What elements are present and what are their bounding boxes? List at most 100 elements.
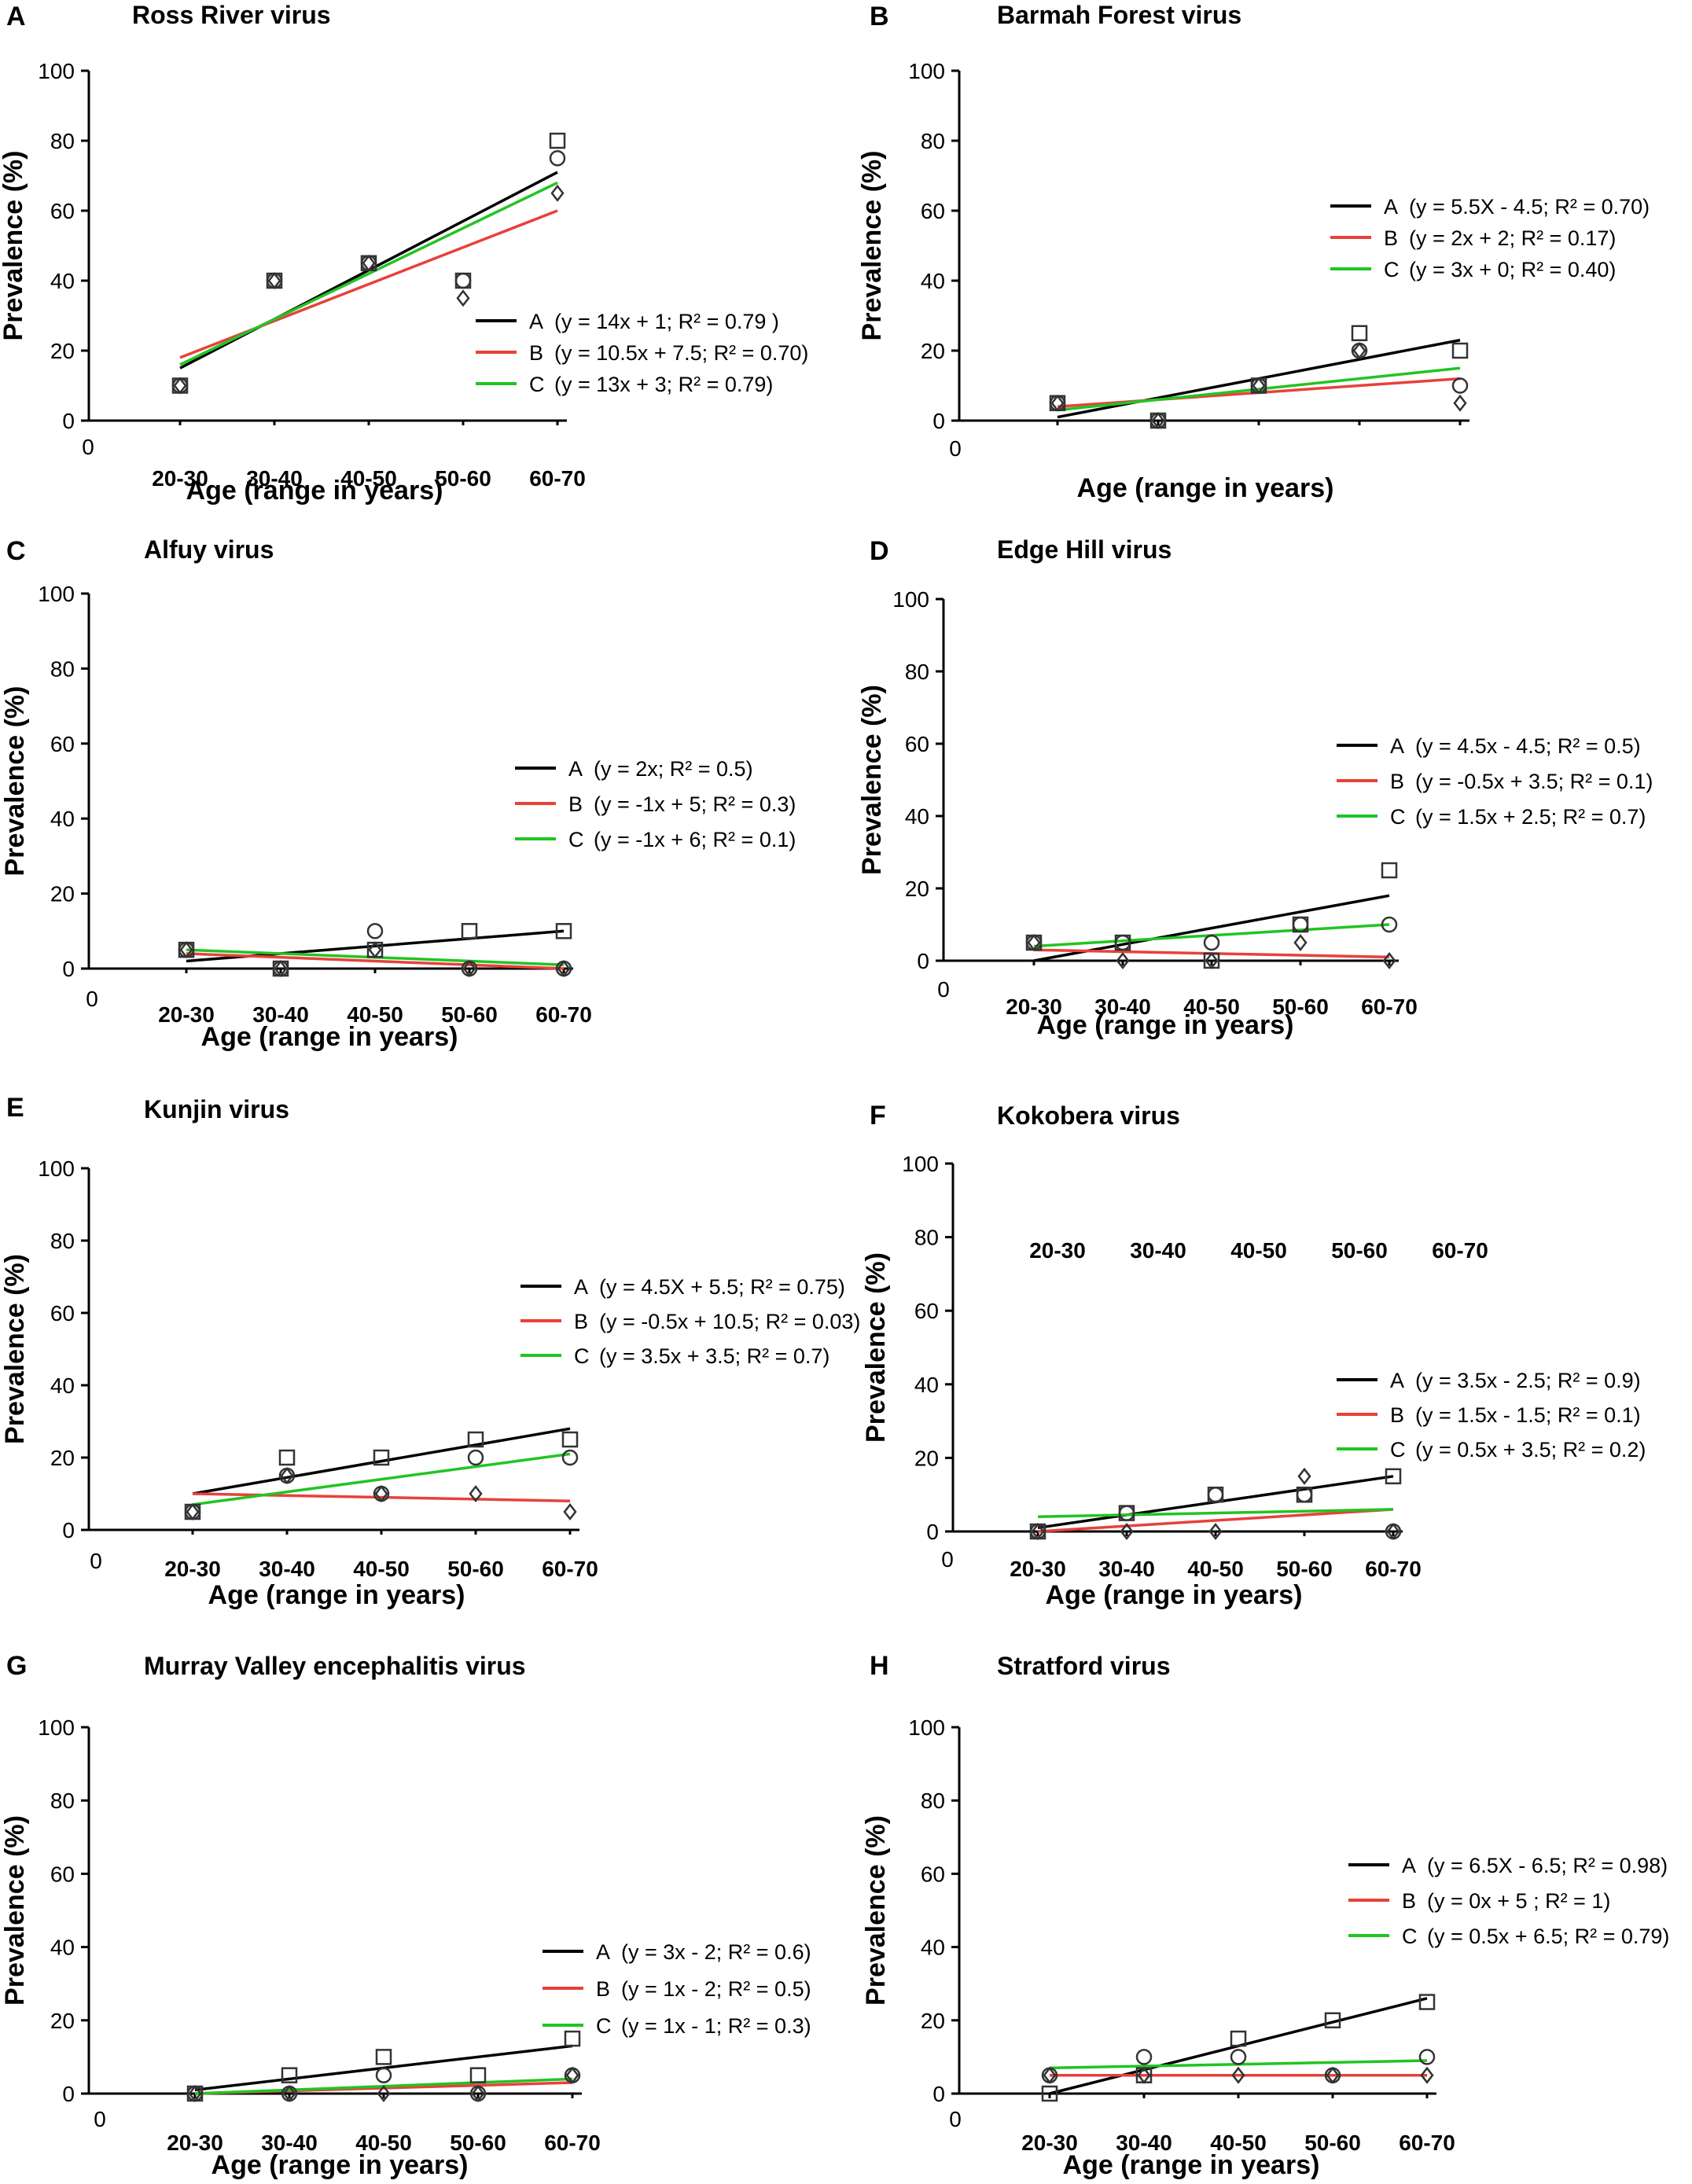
data-point-c: [565, 2066, 579, 2084]
legend: A (y = 3x - 2; R² = 0.6) B (y = 1x - 2; R² …: [543, 1940, 811, 2038]
data-point-c: [1297, 1467, 1311, 1485]
x-tick-label: 40-50: [353, 1557, 410, 1581]
y-tick-label: 80: [50, 656, 75, 681]
y-tick-label: 80: [905, 660, 929, 684]
x-tick-label: 60-70: [529, 466, 586, 491]
legend-series-name: C: [529, 373, 545, 396]
legend-equation: (y = 5.5X - 4.5; R² = 0.70): [1409, 195, 1650, 219]
data-point-c: [1252, 377, 1266, 395]
panel-title: Kunjin virus: [144, 1095, 289, 1123]
x-tick-label: 30-40: [1094, 995, 1151, 1019]
y-tick-label: 40: [914, 1373, 939, 1397]
legend-series-name: A: [1390, 734, 1404, 758]
x-tick-label: 20-30: [1021, 2131, 1078, 2155]
data-point-a: [1230, 2030, 1247, 2047]
data-point-b: [1118, 1505, 1135, 1521]
legend-series-name: A: [529, 310, 543, 333]
x-tick-label: 50-60: [441, 1002, 498, 1027]
data-point-c: [274, 959, 288, 978]
data-point-a: [1381, 862, 1398, 879]
x-tick-label: 50-60: [1272, 995, 1329, 1019]
legend: A (y = 4.5x - 4.5; R² = 0.5) B (y = -0.5x +…: [1337, 734, 1653, 829]
y-tick-label: 20: [914, 1446, 939, 1470]
panel-letter: D: [870, 536, 889, 566]
data-point-c: [462, 959, 476, 978]
legend-series-name: A: [1390, 1369, 1404, 1392]
x-tick-label: 20-30: [1029, 1238, 1086, 1263]
y-tick-label: 0: [932, 2082, 945, 2106]
legend-series-name: C: [1384, 258, 1400, 281]
legend-equation: (y = 10.5x + 7.5; R² = 0.70): [554, 341, 808, 365]
y-tick-label: 40: [50, 807, 75, 831]
origin-label: 0: [86, 987, 98, 1011]
x-tick-label: 30-40: [259, 1557, 315, 1581]
y-tick-label: 20: [50, 1446, 75, 1470]
y-tick-label: 60: [921, 1862, 945, 1886]
legend-series-name: C: [596, 2014, 612, 2038]
y-axis-title: Prevalence (%): [0, 1254, 30, 1444]
legend-series-name: B: [1390, 770, 1404, 793]
trend-line-c: [179, 181, 558, 366]
legend: A (y = 2x; R² = 0.5) B (y = -1x + 5; R² = 0…: [515, 757, 796, 851]
panel-title: Kokobera virus: [997, 1101, 1180, 1130]
legend-series-name: A: [596, 1940, 610, 1964]
y-tick-label: 20: [50, 882, 75, 906]
data-point-c: [1352, 341, 1366, 360]
y-tick-label: 100: [38, 582, 75, 606]
data-point-c: [368, 941, 382, 959]
data-point-c: [1208, 1522, 1223, 1541]
legend-series-name: C: [568, 828, 584, 851]
trend-line-c: [1037, 1508, 1394, 1519]
y-tick-label: 60: [50, 199, 75, 223]
legend-series-name: A: [1402, 1854, 1416, 1877]
trend-line-c: [192, 1452, 571, 1506]
y-tick-label: 80: [921, 129, 945, 153]
panel-letter: C: [6, 536, 26, 566]
data-point-a: [375, 2049, 392, 2065]
panel-title: Ross River virus: [132, 1, 331, 29]
data-point-a: [281, 2067, 298, 2083]
panel-title: Barmah Forest virus: [997, 1, 1241, 29]
x-tick-label: 40-50: [1187, 1557, 1244, 1581]
y-tick-label: 40: [921, 269, 945, 293]
x-tick-label: 50-60: [1276, 1557, 1333, 1581]
data-point-a: [555, 923, 572, 939]
y-tick-label: 80: [914, 1226, 939, 1250]
chart-panel-g: G Murray Valley encephalitis virus 0 20 40 60…: [0, 1651, 811, 2180]
legend: A (y = 14x + 1; R² = 0.79 ) B (y = 10.5x + …: [476, 310, 808, 396]
y-tick-label: 60: [50, 1862, 75, 1886]
y-axis-title: Prevalence (%): [857, 685, 887, 875]
legend-equation: (y = 0x + 5 ; R² = 1): [1427, 1889, 1610, 1913]
legend-equation: (y = 1x - 1; R² = 0.3): [621, 2014, 811, 2038]
x-tick-label: 40-50: [1210, 2131, 1267, 2155]
origin-label: 0: [949, 436, 962, 461]
data-point-b: [1114, 934, 1131, 951]
data-point-c: [179, 941, 193, 959]
y-tick-label: 0: [917, 949, 929, 973]
x-tick-label: 30-40: [1116, 2131, 1172, 2155]
data-point-a: [373, 1449, 390, 1466]
panel-title: Stratford virus: [997, 1652, 1170, 1680]
data-point-b: [467, 1449, 484, 1466]
legend-equation: (y = 3.5x - 2.5; R² = 0.9): [1415, 1369, 1641, 1392]
y-tick-label: 80: [921, 1789, 945, 1813]
legend-equation: (y = 14x + 1; R² = 0.79 ): [554, 310, 779, 333]
data-point-c: [563, 1502, 577, 1521]
trend-line-b: [1037, 1508, 1394, 1533]
x-tick-label: 30-40: [261, 2131, 318, 2155]
chart-panel-e: E Kunjin virus 0 20 40 60 80 100 0 20-30 30-40 40-5…: [0, 1093, 860, 1610]
data-point-c: [1386, 1522, 1400, 1541]
legend-equation: (y = 6.5X - 6.5; R² = 0.98): [1427, 1854, 1668, 1877]
x-tick-label: 40-50: [1230, 1238, 1287, 1263]
data-point-b: [1203, 934, 1220, 951]
y-axis-title: Prevalence (%): [861, 1252, 891, 1443]
legend-series-name: C: [1402, 1925, 1418, 1948]
x-tick-label: 30-40: [252, 1002, 309, 1027]
data-point-c: [188, 2084, 202, 2103]
data-point-a: [1351, 325, 1368, 341]
data-point-c: [1137, 2066, 1151, 2084]
x-axis-title: Age (range in years): [186, 476, 443, 506]
data-point-c: [374, 1484, 388, 1503]
data-point-b: [1292, 916, 1309, 933]
